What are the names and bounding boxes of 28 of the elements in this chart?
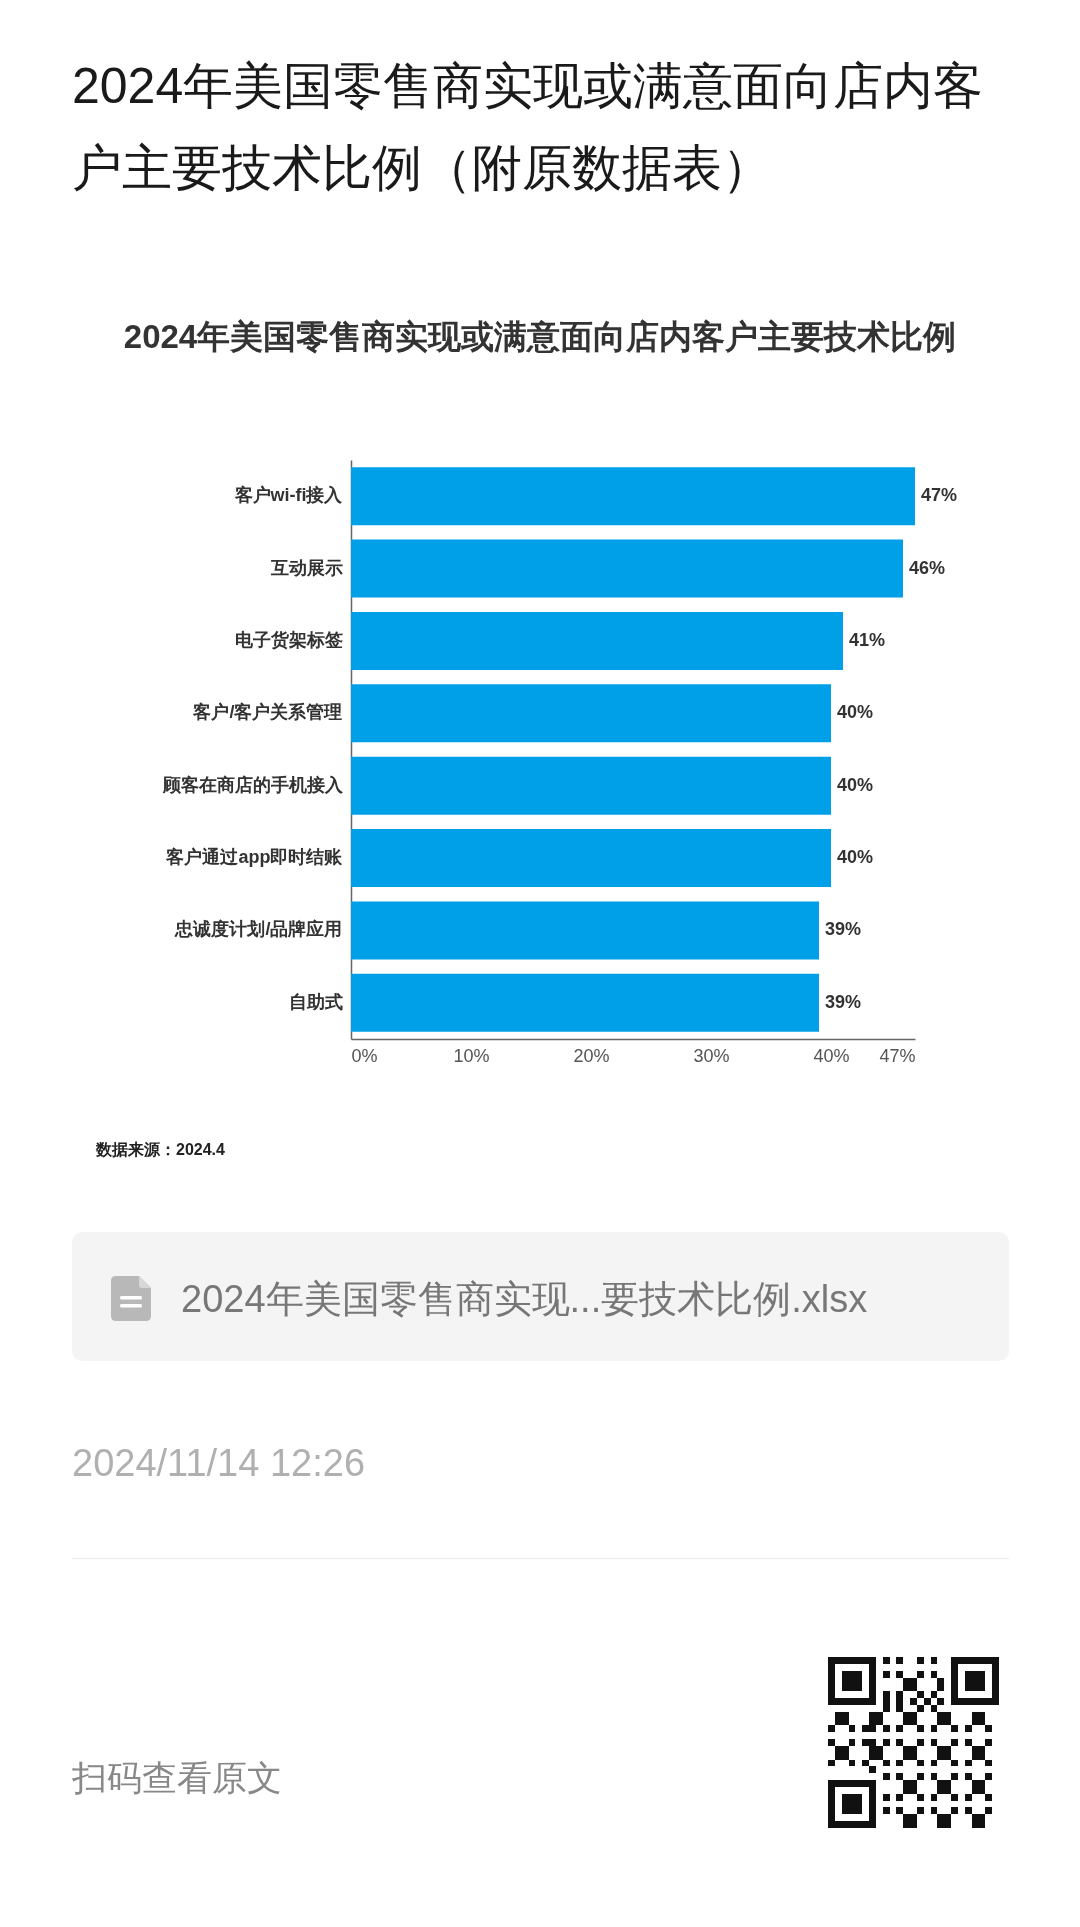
text: 2024/11/14 12:26 (72, 1441, 366, 1486)
y-tick-label: 客户/客户关系管理 (192, 702, 343, 723)
data-label: 39% (825, 919, 862, 940)
text: 2024年美国零售商实现...要技术比例.xlsx (181, 1277, 868, 1322)
data-label: 39% (825, 991, 862, 1012)
y-tick-label: 自助式 (288, 991, 343, 1012)
data-label: 40% (837, 702, 874, 723)
x-tick-label: 30% (693, 1045, 730, 1066)
chart-title: 2024年美国零售商实现或满意面向店内客户主要技术比例（附原数据表） (72, 57, 985, 198)
data-label: 40% (837, 774, 874, 795)
x-tick-label: 0% (351, 1045, 378, 1066)
y-tick-label: 顾客在商店的手机接入 (161, 774, 344, 795)
y-tick-label: 忠诚度计划/品牌应用 (174, 919, 343, 940)
x-tick-label: 20% (573, 1045, 610, 1066)
source-note: 数据来源：2024.4 (96, 1140, 225, 1160)
y-tick-label: 客户通过app即时结账 (165, 847, 344, 868)
y-tick-label: 电子货架标签 (234, 629, 343, 650)
data-label: 41% (849, 629, 886, 650)
y-tick-label: 互动展示 (269, 557, 343, 578)
data-label: 47% (921, 485, 958, 506)
chart-subtitle: 2024年美国零售商实现或满意面向店内客户主要技术比例 (122, 317, 958, 357)
data-label: 46% (909, 557, 946, 578)
x-tick-label: 47% (879, 1045, 916, 1066)
x-tick-label: 10% (453, 1045, 490, 1066)
x-tick-label: 40% (813, 1045, 850, 1066)
data-label: 40% (837, 847, 874, 868)
y-tick-label: 客户wi-fi接入 (233, 485, 344, 506)
text: 扫码查看原文 (72, 1757, 282, 1799)
